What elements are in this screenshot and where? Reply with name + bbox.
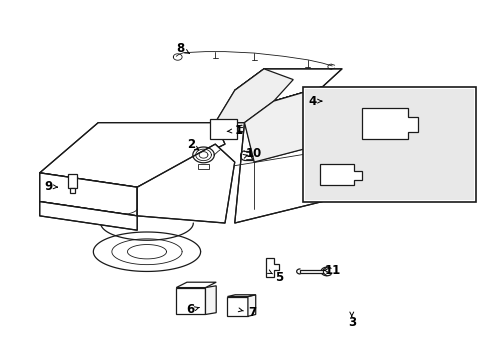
Polygon shape (361, 108, 417, 139)
Polygon shape (234, 69, 341, 101)
Polygon shape (176, 288, 205, 315)
Polygon shape (40, 173, 137, 216)
Polygon shape (320, 164, 361, 185)
Polygon shape (68, 174, 77, 188)
Polygon shape (266, 258, 278, 277)
Polygon shape (244, 87, 322, 162)
Text: 6: 6 (186, 303, 195, 316)
Text: 10: 10 (245, 147, 262, 159)
Polygon shape (247, 295, 255, 316)
Polygon shape (205, 286, 216, 315)
Polygon shape (227, 297, 247, 316)
Text: 3: 3 (347, 316, 355, 329)
Polygon shape (70, 188, 75, 193)
Bar (305, 89, 473, 200)
Polygon shape (137, 144, 234, 223)
Polygon shape (215, 69, 293, 123)
Text: 2: 2 (186, 138, 195, 151)
Text: 5: 5 (275, 271, 283, 284)
Polygon shape (210, 119, 237, 139)
Text: 8: 8 (176, 41, 184, 54)
Polygon shape (300, 270, 323, 273)
Polygon shape (234, 87, 322, 223)
Polygon shape (176, 282, 216, 288)
Text: 9: 9 (44, 180, 53, 193)
Polygon shape (40, 123, 224, 187)
Text: 11: 11 (325, 264, 341, 277)
Text: 4: 4 (308, 95, 316, 108)
Bar (303, 87, 475, 202)
Polygon shape (227, 295, 255, 297)
Polygon shape (197, 164, 209, 169)
Text: 1: 1 (234, 124, 242, 137)
Text: 7: 7 (247, 306, 255, 319)
Polygon shape (40, 202, 137, 230)
